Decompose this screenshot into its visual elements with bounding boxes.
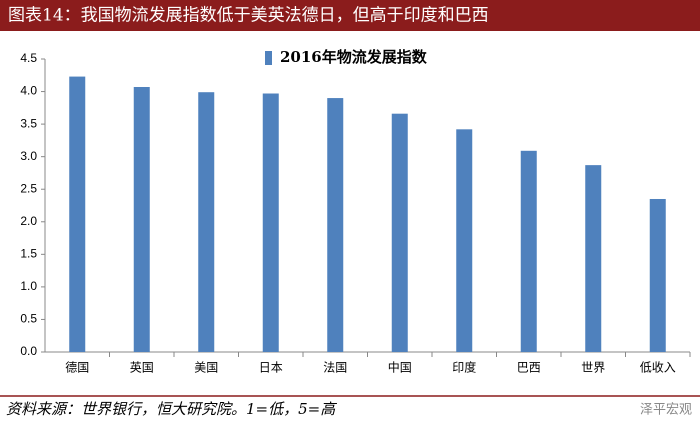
title-bar — [0, 0, 700, 31]
x-tick-label: 巴西 — [517, 361, 541, 375]
x-tick-label: 印度 — [452, 360, 476, 375]
y-tick-label: 1.0 — [20, 279, 37, 293]
x-tick-label: 中国 — [388, 360, 412, 375]
y-tick-label: 3.0 — [20, 149, 37, 163]
y-tick-label: 1.5 — [20, 247, 37, 261]
y-tick-label: 0.5 — [20, 312, 37, 326]
x-tick-label: 低收入 — [640, 361, 676, 375]
x-tick-label: 英国 — [130, 361, 154, 375]
y-tick-label: 0.0 — [20, 344, 37, 358]
bar — [391, 113, 408, 353]
bar — [649, 198, 666, 352]
bar — [456, 129, 473, 352]
legend-swatch — [265, 51, 272, 65]
bar — [327, 98, 344, 352]
x-tick-label: 日本 — [259, 361, 283, 375]
bar — [262, 93, 279, 353]
x-tick-label: 世界 — [581, 361, 605, 375]
y-tick-label: 4.0 — [20, 84, 37, 98]
y-tick-label: 3.5 — [20, 116, 37, 130]
y-tick-label: 2.0 — [20, 214, 37, 228]
bar — [69, 76, 86, 352]
x-tick-label: 美国 — [194, 361, 218, 375]
x-tick-label: 法国 — [323, 361, 347, 375]
bar — [133, 86, 150, 353]
x-tick-label: 德国 — [65, 360, 89, 375]
watermark: 泽平宏观 — [640, 403, 692, 418]
bar — [520, 150, 537, 352]
bar — [585, 165, 602, 352]
source-note: 资料来源：世界银行，恒大研究院。1=低，5=高 — [6, 400, 337, 418]
bar — [198, 92, 215, 352]
legend-label: 2016年物流发展指数 — [280, 48, 428, 66]
y-tick-label: 2.5 — [20, 181, 37, 195]
chart-title: 图表14：我国物流发展指数低于美英法德日，但高于印度和巴西 — [8, 6, 489, 26]
y-tick-label: 4.5 — [20, 51, 37, 65]
